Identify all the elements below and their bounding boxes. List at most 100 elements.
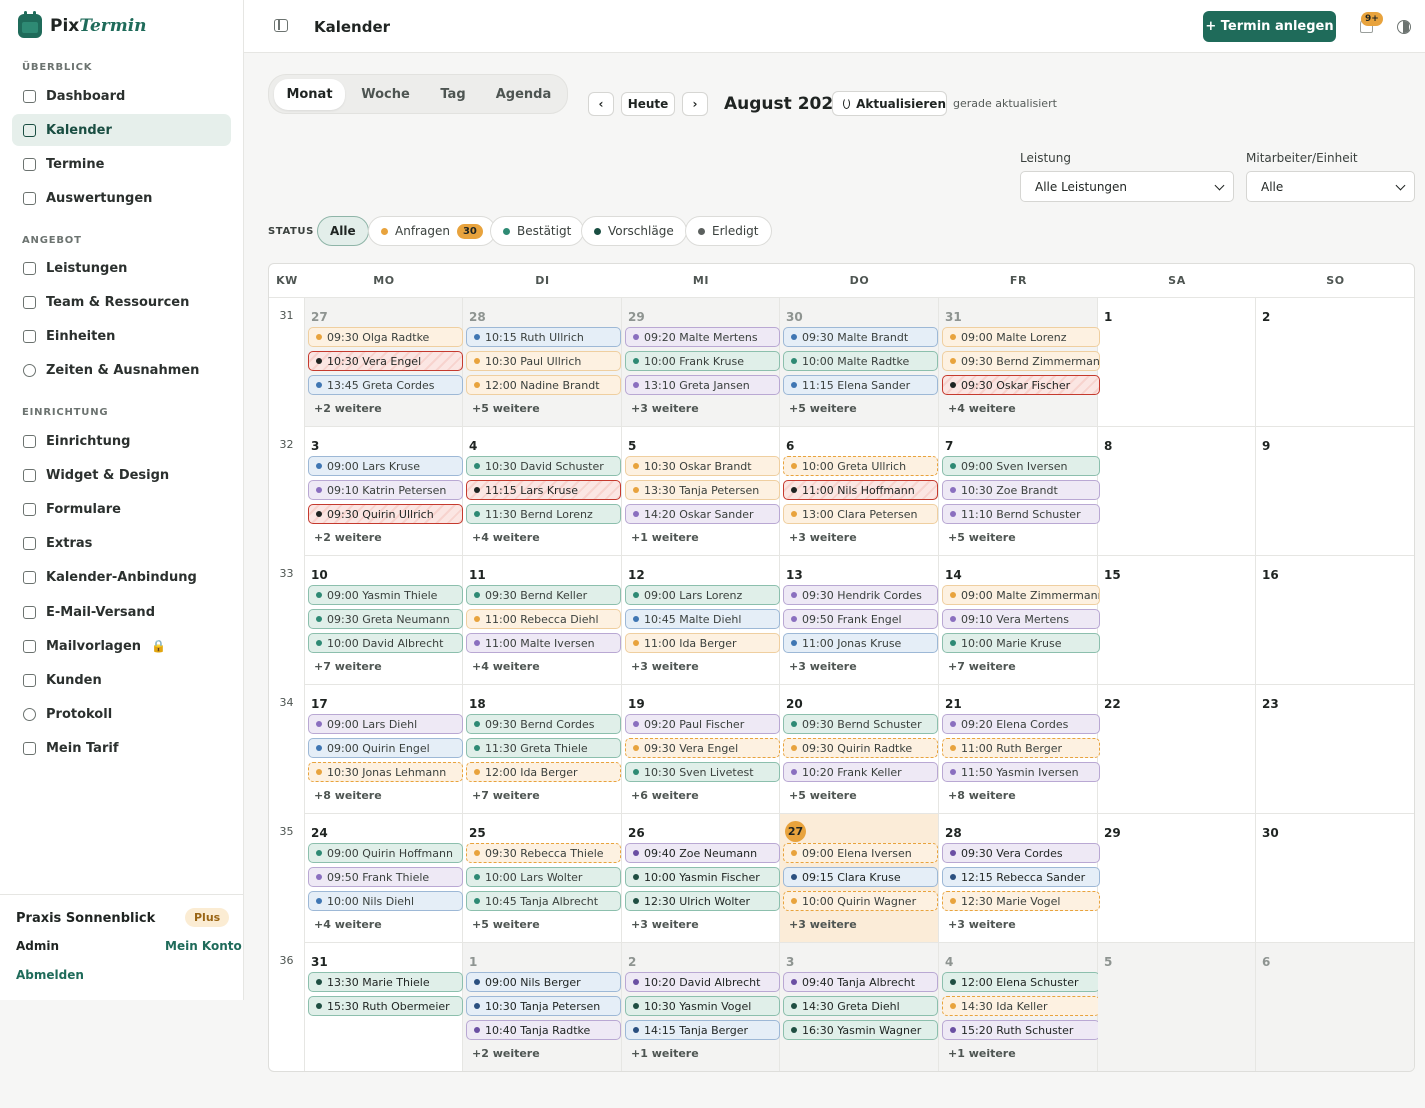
appointment-chip[interactable]: 10:30 Paul Ullrich [466, 351, 621, 371]
day-cell[interactable]: 11 09:30 Bernd Keller 11:00 Rebecca Diehl 1… [463, 556, 622, 685]
next-month-button[interactable]: › [682, 92, 708, 116]
sidebar-item-kalender[interactable]: Kalender [12, 114, 231, 146]
day-cell[interactable]: 14 09:00 Malte Zimmermann 09:10 Vera Merte… [939, 556, 1100, 685]
more-link[interactable]: +2 weitere [314, 531, 382, 544]
more-link[interactable]: +6 weitere [631, 789, 699, 802]
appointment-chip[interactable]: 09:30 Vera Cordes [942, 843, 1100, 863]
appointment-chip[interactable]: 10:00 Marie Kruse [942, 633, 1100, 653]
more-link[interactable]: +8 weitere [948, 789, 1016, 802]
day-cell[interactable]: 9 [1256, 427, 1414, 556]
appointment-chip[interactable]: 11:00 Ruth Berger [942, 738, 1100, 758]
appointment-chip[interactable]: 09:40 Zoe Neumann [625, 843, 780, 863]
appointment-chip[interactable]: 10:30 Sven Livetest [625, 762, 780, 782]
appointment-chip[interactable]: 09:30 Malte Brandt [783, 327, 938, 347]
day-cell[interactable]: 13 09:30 Hendrik Cordes 09:50 Frank Engel 1… [780, 556, 939, 685]
appointment-chip[interactable]: 12:00 Ida Berger [466, 762, 621, 782]
status-chip-requests[interactable]: Anfragen 30 [368, 216, 496, 246]
appointment-chip[interactable]: 10:30 Oskar Brandt [625, 456, 780, 476]
day-cell[interactable]: 21 09:20 Elena Cordes 11:00 Ruth Berger 11:… [939, 685, 1100, 814]
appointment-chip[interactable]: 09:20 Paul Fischer [625, 714, 780, 734]
appointment-chip[interactable]: 10:20 Frank Keller [783, 762, 938, 782]
appointment-chip[interactable]: 10:00 Malte Radtke [783, 351, 938, 371]
day-cell[interactable]: 27 09:00 Elena Iversen 09:15 Clara Kruse 10… [780, 814, 939, 943]
status-chip-done[interactable]: Erledigt [685, 216, 772, 246]
appointment-chip[interactable]: 09:15 Clara Kruse [783, 867, 938, 887]
appointment-chip[interactable]: 09:30 Quirin Ullrich [308, 504, 463, 524]
appointment-chip[interactable]: 09:20 Malte Mertens [625, 327, 780, 347]
appointment-chip[interactable]: 11:50 Yasmin Iversen [942, 762, 1100, 782]
day-cell[interactable]: 10 09:00 Yasmin Thiele 09:30 Greta Neumann… [305, 556, 463, 685]
tab-day[interactable]: Tag [440, 87, 466, 102]
appointment-chip[interactable]: 11:00 Jonas Kruse [783, 633, 938, 653]
day-cell[interactable]: 30 09:30 Malte Brandt 10:00 Malte Radtke 11… [780, 298, 939, 427]
more-link[interactable]: +3 weitere [948, 918, 1016, 931]
sidebar-item-einrichtung[interactable]: Einrichtung [12, 425, 231, 457]
appointment-chip[interactable]: 13:45 Greta Cordes [308, 375, 463, 395]
day-cell[interactable]: 6 10:00 Greta Ullrich 11:00 Nils Hoffmann 1… [780, 427, 939, 556]
day-cell[interactable]: 28 09:30 Vera Cordes 12:15 Rebecca Sander 1… [939, 814, 1100, 943]
appointment-chip[interactable]: 15:30 Ruth Obermeier [308, 996, 463, 1016]
appointment-chip[interactable]: 13:30 Marie Thiele [308, 972, 463, 992]
appointment-chip[interactable]: 10:00 Greta Ullrich [783, 456, 938, 476]
day-cell[interactable]: 23 [1256, 685, 1414, 814]
refresh-button[interactable]: Aktualisieren [832, 91, 947, 116]
appointment-chip[interactable]: 10:20 David Albrecht [625, 972, 780, 992]
appointment-chip[interactable]: 11:10 Bernd Schuster [942, 504, 1100, 524]
day-cell[interactable]: 17 09:00 Lars Diehl 09:00 Quirin Engel 10:3… [305, 685, 463, 814]
appointment-chip[interactable]: 14:30 Ida Keller [942, 996, 1100, 1016]
appointment-chip[interactable]: 10:00 Lars Wolter [466, 867, 621, 887]
appointment-chip[interactable]: 14:15 Tanja Berger [625, 1020, 780, 1040]
more-link[interactable]: +3 weitere [631, 402, 699, 415]
appointment-chip[interactable]: 11:00 Nils Hoffmann [783, 480, 938, 500]
appointment-chip[interactable]: 10:40 Tanja Radtke [466, 1020, 621, 1040]
more-link[interactable]: +2 weitere [472, 1047, 540, 1060]
appointment-chip[interactable]: 12:00 Elena Schuster [942, 972, 1100, 992]
day-cell[interactable]: 18 09:30 Bernd Cordes 11:30 Greta Thiele 12… [463, 685, 622, 814]
appointment-chip[interactable]: 11:00 Malte Iversen [466, 633, 621, 653]
sidebar-item-auswertungen[interactable]: Auswertungen [12, 182, 231, 214]
appointment-chip[interactable]: 13:30 Tanja Petersen [625, 480, 780, 500]
appointment-chip[interactable]: 11:00 Rebecca Diehl [466, 609, 621, 629]
appointment-chip[interactable]: 11:30 Bernd Lorenz [466, 504, 621, 524]
appointment-chip[interactable]: 09:30 Hendrik Cordes [783, 585, 938, 605]
account-link[interactable]: Mein Konto [165, 939, 242, 953]
appointment-chip[interactable]: 09:20 Elena Cordes [942, 714, 1100, 734]
appointment-chip[interactable]: 09:00 Lars Diehl [308, 714, 463, 734]
appointment-chip[interactable]: 09:00 Yasmin Thiele [308, 585, 463, 605]
appointment-chip[interactable]: 09:00 Nils Berger [466, 972, 621, 992]
sidebar-item-termine[interactable]: Termine [12, 148, 231, 180]
appointment-chip[interactable]: 10:30 Jonas Lehmann [308, 762, 463, 782]
appointment-chip[interactable]: 09:00 Malte Lorenz [942, 327, 1100, 347]
appointment-chip[interactable]: 10:00 Frank Kruse [625, 351, 780, 371]
appointment-chip[interactable]: 10:30 David Schuster [466, 456, 621, 476]
sidebar-item-mailvorlagen[interactable]: Mailvorlagen 🔒 [12, 630, 231, 662]
day-cell[interactable]: 1 09:00 Nils Berger 10:30 Tanja Petersen 10… [463, 943, 622, 1071]
appointment-chip[interactable]: 09:30 Bernd Cordes [466, 714, 621, 734]
more-link[interactable]: +1 weitere [631, 1047, 699, 1060]
appointment-chip[interactable]: 11:30 Greta Thiele [466, 738, 621, 758]
appointment-chip[interactable]: 12:30 Ulrich Wolter [625, 891, 780, 911]
day-cell[interactable]: 25 09:30 Rebecca Thiele 10:00 Lars Wolter 1… [463, 814, 622, 943]
more-link[interactable]: +1 weitere [631, 531, 699, 544]
appointment-chip[interactable]: 09:50 Frank Thiele [308, 867, 463, 887]
appointment-chip[interactable]: 11:00 Ida Berger [625, 633, 780, 653]
more-link[interactable]: +7 weitere [948, 660, 1016, 673]
day-cell[interactable]: 19 09:20 Paul Fischer 09:30 Vera Engel 10:3… [622, 685, 780, 814]
sidebar-item-zeiten-ausnahmen[interactable]: Zeiten & Ausnahmen [12, 355, 231, 387]
more-link[interactable]: +5 weitere [948, 531, 1016, 544]
sidebar-item-kalender-anbindung[interactable]: Kalender-Anbindung [12, 562, 231, 594]
day-cell[interactable]: 31 09:00 Malte Lorenz 09:30 Bernd Zimmerma… [939, 298, 1100, 427]
status-chip-suggestions[interactable]: Vorschläge [581, 216, 687, 246]
sidebar-item-protokoll[interactable]: Protokoll [12, 699, 231, 731]
more-link[interactable]: +8 weitere [314, 789, 382, 802]
appointment-chip[interactable]: 10:00 David Albrecht [308, 633, 463, 653]
more-link[interactable]: +5 weitere [472, 402, 540, 415]
day-cell[interactable]: 22 [1098, 685, 1256, 814]
more-link[interactable]: +4 weitere [472, 531, 540, 544]
sidebar-item-e-mail-versand[interactable]: E-Mail-Versand [12, 596, 231, 628]
day-cell[interactable]: 16 [1256, 556, 1414, 685]
day-cell[interactable]: 7 09:00 Sven Iversen 10:30 Zoe Brandt 11:10… [939, 427, 1100, 556]
more-link[interactable]: +7 weitere [472, 789, 540, 802]
appointment-chip[interactable]: 09:30 Bernd Keller [466, 585, 621, 605]
appointment-chip[interactable]: 15:20 Ruth Schuster [942, 1020, 1100, 1040]
